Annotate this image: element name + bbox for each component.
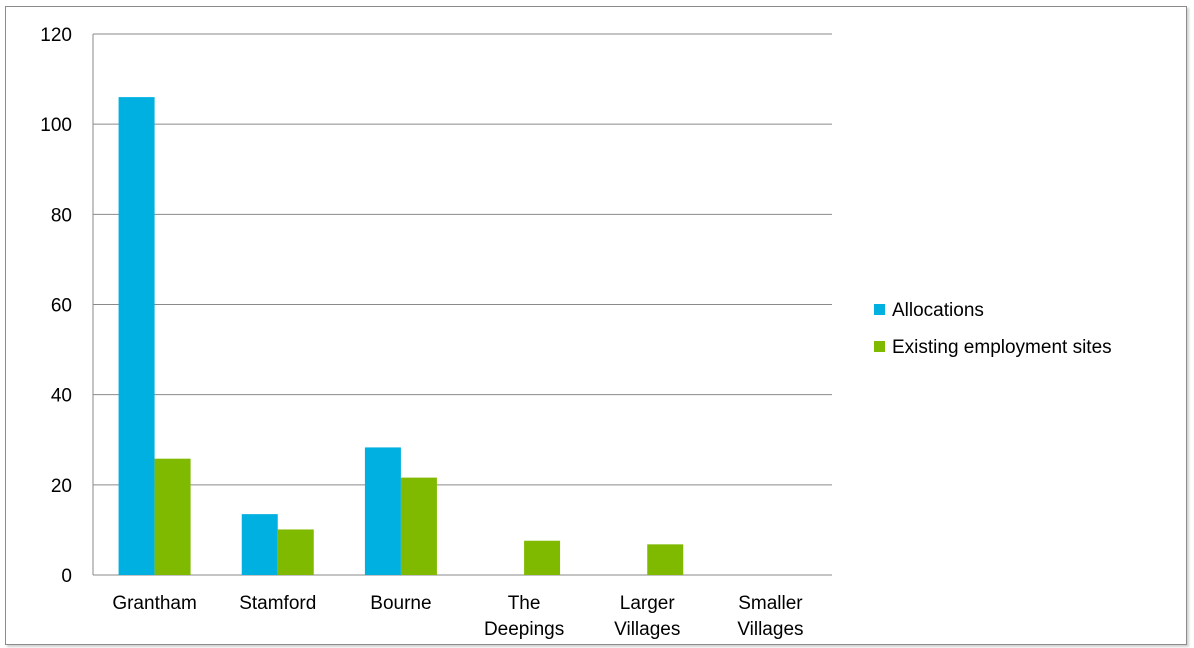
bar-existing-employment-sites-0 bbox=[154, 458, 191, 575]
bar-allocations-1 bbox=[241, 514, 278, 575]
x-category-label: Stamford bbox=[239, 593, 316, 614]
y-tick-label: 20 bbox=[51, 476, 72, 497]
axis-labels: 0 20 40 60 80 100 120 Grantham Stamford Bourne The… bbox=[40, 25, 803, 640]
axes bbox=[92, 34, 832, 576]
y-tick-label: 80 bbox=[51, 205, 72, 226]
gridlines bbox=[93, 33, 832, 486]
bar-existing-employment-sites-4 bbox=[647, 544, 684, 575]
y-tick-label: 0 bbox=[61, 566, 72, 587]
x-category-label: Larger bbox=[620, 593, 676, 614]
legend-label: Allocations bbox=[892, 300, 984, 321]
bar-existing-employment-sites-3 bbox=[524, 540, 561, 575]
bar-existing-employment-sites-1 bbox=[277, 529, 314, 575]
x-category-label: Villages bbox=[614, 619, 680, 640]
x-category-label: Deepings bbox=[484, 619, 564, 640]
legend: Allocations Existing employment sites bbox=[874, 300, 1112, 358]
x-category-label: Bourne bbox=[370, 593, 431, 614]
bar-allocations-2 bbox=[364, 447, 401, 575]
bars bbox=[118, 97, 684, 575]
legend-swatch bbox=[874, 304, 885, 315]
legend-swatch bbox=[874, 341, 885, 352]
x-category-label: The bbox=[508, 593, 541, 614]
bar-existing-employment-sites-2 bbox=[400, 477, 437, 575]
x-category-label: Smaller bbox=[738, 593, 803, 614]
legend-label: Existing employment sites bbox=[892, 337, 1112, 358]
y-tick-label: 120 bbox=[40, 25, 72, 46]
y-tick-label: 100 bbox=[40, 115, 72, 136]
y-tick-label: 40 bbox=[51, 386, 72, 407]
bar-allocations-0 bbox=[118, 97, 155, 575]
x-category-label: Villages bbox=[737, 619, 803, 640]
chart-frame bbox=[5, 6, 1187, 645]
x-category-label: Grantham bbox=[112, 593, 196, 614]
y-tick-label: 60 bbox=[51, 296, 72, 317]
